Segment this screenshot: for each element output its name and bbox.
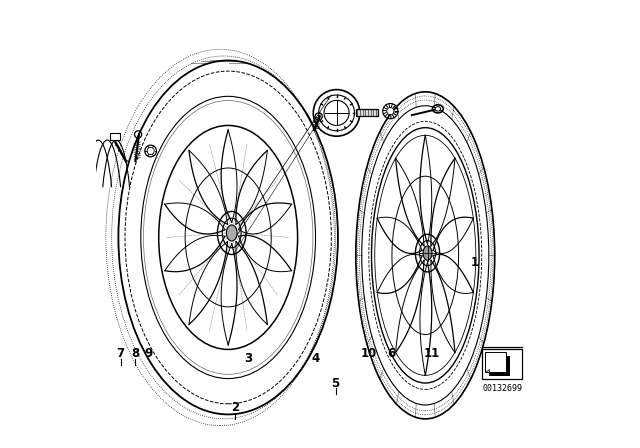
Text: 3: 3 (244, 352, 252, 365)
Text: 6: 6 (388, 347, 396, 361)
Text: 7: 7 (116, 347, 125, 361)
FancyBboxPatch shape (356, 109, 378, 116)
Text: 4: 4 (312, 352, 319, 365)
Text: 5: 5 (332, 376, 340, 390)
Ellipse shape (387, 108, 394, 115)
Text: 10: 10 (361, 347, 378, 361)
Ellipse shape (227, 225, 237, 241)
Polygon shape (485, 352, 506, 372)
Ellipse shape (435, 107, 440, 111)
Polygon shape (489, 356, 509, 375)
Polygon shape (485, 369, 489, 372)
Text: 00132699: 00132699 (483, 384, 522, 393)
Text: 9: 9 (145, 347, 153, 361)
Text: 11: 11 (424, 347, 440, 361)
FancyBboxPatch shape (110, 133, 120, 140)
Ellipse shape (423, 246, 432, 260)
Text: 1: 1 (470, 255, 479, 269)
Bar (482, 349, 522, 379)
Text: 8: 8 (131, 347, 140, 361)
Text: 2: 2 (231, 401, 239, 414)
